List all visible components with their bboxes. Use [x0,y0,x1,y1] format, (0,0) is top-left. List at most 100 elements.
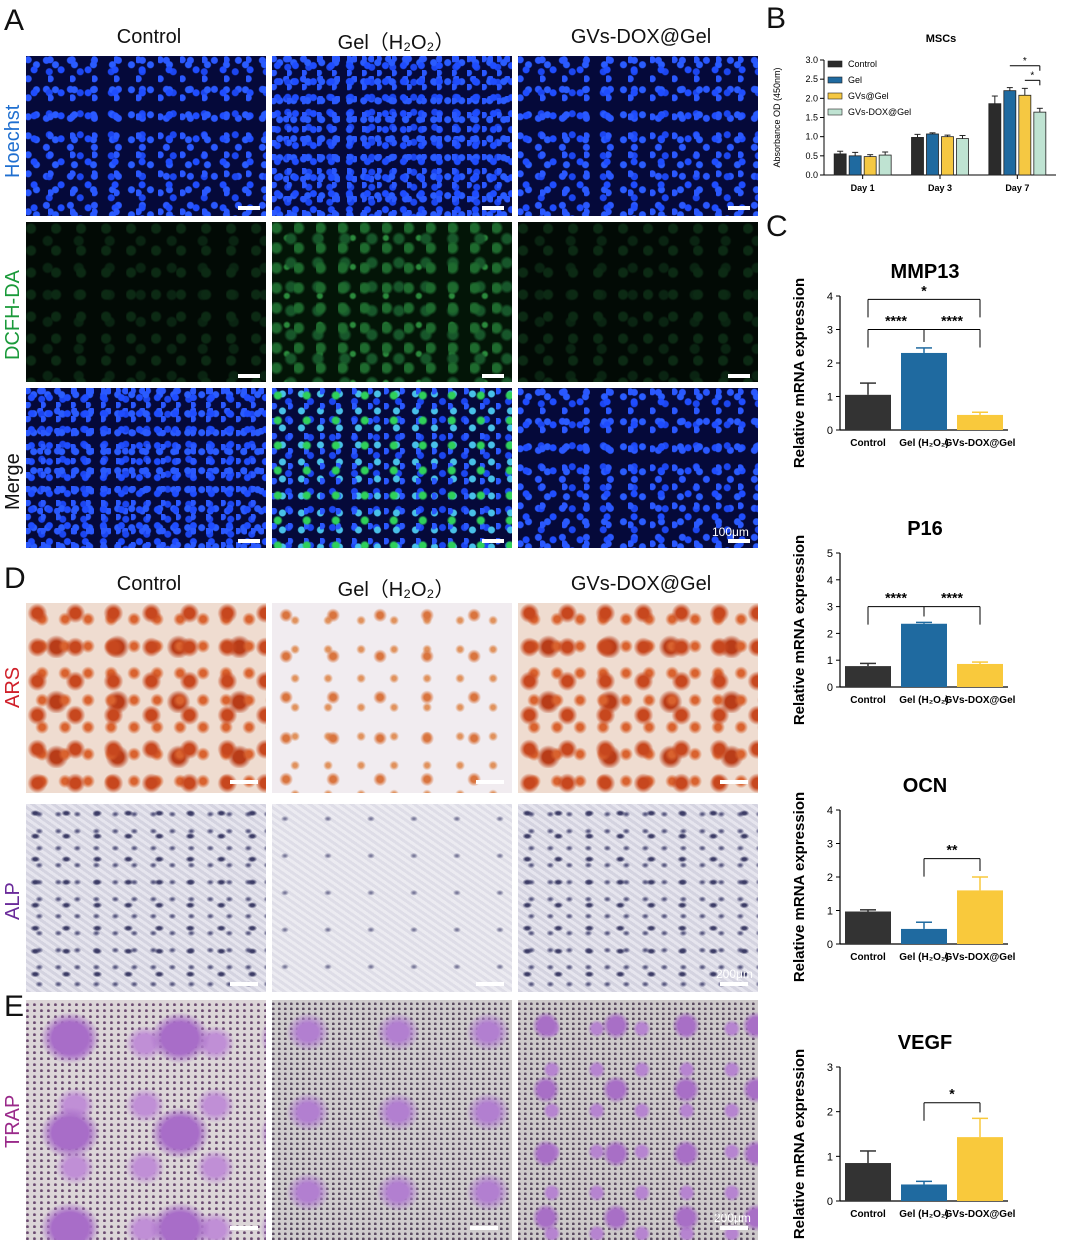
x-tick-label: Control [850,1209,886,1220]
legend-label: GVs@Gel [848,91,889,101]
significance-label: **** [885,313,907,329]
y-axis-label: Absorbance OD (450nm) [772,67,782,167]
x-tick-label: GVs-DOX@Gel [945,695,1016,706]
x-tick-label: GVs-DOX@Gel [945,438,1016,449]
chart-title: MMP13 [891,261,960,283]
y-tick-label: 1 [827,906,833,918]
panel-letter-e: E [4,990,25,1023]
bar [1033,111,1047,176]
bar [845,394,891,430]
bar [957,1137,1003,1201]
bar [911,137,924,176]
y-tick-label: 2.0 [805,93,818,103]
legend-label: Control [848,59,877,69]
scale-label-a: 100μm [712,525,749,539]
significance-label: * [1023,56,1027,67]
y-tick-label: 0.5 [805,151,818,161]
y-tick-label: 4 [827,575,833,587]
bar [878,154,892,176]
y-tick-label: 1.0 [805,132,818,142]
scale-bar [238,206,260,210]
bar [956,138,969,176]
x-tick-label: Day 7 [1005,183,1029,193]
legend-swatch [827,92,843,100]
col-label-gel-d: Gel（H₂O₂） [337,579,455,601]
bar [957,663,1003,687]
significance-label: **** [941,590,963,606]
bar [1018,94,1032,176]
scale-label-e: 200μm [714,1211,751,1225]
y-tick-label: 0.0 [805,170,818,180]
bar [901,352,947,430]
scale-bar [230,780,258,784]
chart-msc-absorbance: MSCs 0.0 0.5 1.0 1.5 2.0 2.5 3.0 Absorbance OD (… [772,33,1056,193]
bar [957,890,1003,944]
micrograph-alp-gel [272,804,512,992]
x-tick-label: Day 3 [928,183,952,193]
bar [845,1163,891,1201]
micrograph-ars-gel [272,603,512,793]
x-tick-label: Control [850,695,886,706]
scale-bar [238,539,260,543]
scale-bar [470,1226,498,1230]
row-label-trap: TRAP [2,1094,24,1148]
col-label-gvs-d: GVs-DOX@Gel [570,573,712,595]
significance-label: ** [947,842,958,858]
y-tick-label: 1 [827,1151,833,1163]
bar [901,623,947,687]
bar [988,103,1002,176]
micrograph-merge-control [26,388,266,548]
bar [845,911,891,944]
y-tick-label: 4 [827,805,833,817]
scale-bar [476,780,504,784]
row-label-alp: ALP [2,882,24,920]
significance-label: * [949,1086,955,1102]
micrograph-ars-gvs [518,603,758,793]
y-tick-label: 1.5 [805,113,818,123]
y-tick-label: 2.5 [805,74,818,84]
y-tick-label: 3 [827,839,833,851]
chart-mmp13: MMP13 0 1 2 3 4 Relative mRNA expression Contro… [791,261,1016,468]
chart-title: P16 [907,518,943,540]
col-label-gel-a: Gel（H₂O₂） [337,32,455,54]
panel-letter-b: B [766,2,787,35]
micrograph-merge-gvs [518,388,758,548]
x-tick-label: Gel (H₂O₂) [899,695,948,706]
y-axis-label: Relative mRNA expression [791,535,808,725]
micrograph-ars-control [26,603,266,793]
scale-bar [728,206,750,210]
scale-bar [230,1226,258,1230]
y-tick-label: 2 [827,628,833,640]
significance-label: * [1030,70,1034,81]
y-tick-label: 4 [827,291,833,303]
y-tick-label: 2 [827,1107,833,1119]
x-tick-label: Day 1 [851,183,875,193]
scale-bar [482,374,504,378]
scale-bar [238,374,260,378]
y-tick-label: 0 [827,682,833,694]
y-tick-label: 0 [827,939,833,951]
legend-swatch [827,108,843,116]
scale-bar [482,539,504,543]
x-tick-label: GVs-DOX@Gel [945,952,1016,963]
bar [1003,90,1017,176]
scale-bar [482,206,504,210]
bar [957,414,1003,430]
chart-title: OCN [903,775,947,797]
bar [941,136,954,176]
micrograph-trap-gvs [518,1000,758,1240]
scale-bar [728,539,750,543]
chart-title: VEGF [898,1032,952,1054]
bar [901,1184,947,1201]
micrograph-trap-control [26,1000,266,1240]
scale-bar [230,982,258,986]
significance-label: * [921,282,927,298]
legend-swatch [827,76,843,84]
micrograph-trap-gel [272,1000,512,1240]
bar [901,928,947,944]
scale-bar [720,1226,748,1230]
bar [845,666,891,687]
x-tick-label: Control [850,438,886,449]
y-axis-label: Relative mRNA expression [791,278,808,468]
x-tick-label: GVs-DOX@Gel [945,1209,1016,1220]
